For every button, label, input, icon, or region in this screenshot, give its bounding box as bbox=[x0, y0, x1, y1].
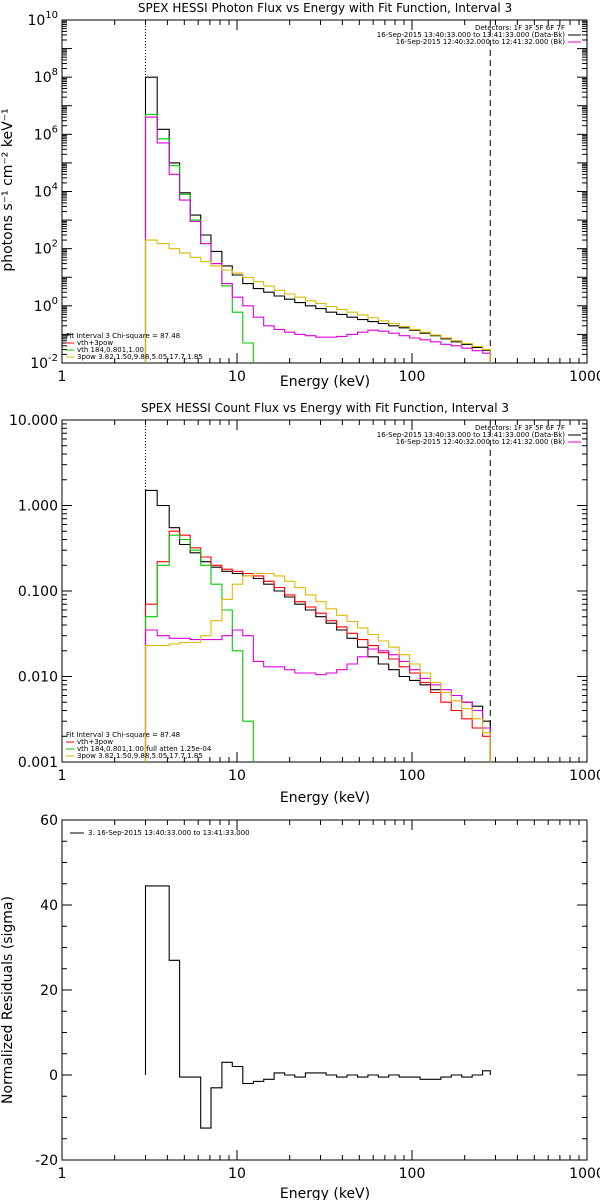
x-tick-label: 10 bbox=[228, 768, 246, 784]
legend-text: Fit Interval 3 Chi-square = 87.48 bbox=[66, 731, 180, 739]
series-line-2 bbox=[144, 116, 491, 363]
x-tick-label: 10 bbox=[228, 369, 246, 385]
y-tick-label: 0.001 bbox=[18, 755, 58, 771]
y-tick-label: 20 bbox=[40, 983, 58, 999]
legend-text: vth+3pow bbox=[77, 339, 113, 347]
photon-flux-panel: SPEX HESSI Photon Flux vs Energy with Fi… bbox=[0, 1, 600, 390]
panel-title: SPEX HESSI Count Flux vs Energy with Fit… bbox=[141, 401, 509, 415]
x-axis-label: Energy (keV) bbox=[280, 1186, 370, 1200]
legend-text: 16-Sep-2015 12:40:32.000 to 12:41:32.000… bbox=[396, 438, 566, 446]
y-axis-label: Normalized Residuals (sigma) bbox=[0, 896, 16, 1104]
x-axis-label: Energy (keV) bbox=[280, 374, 370, 390]
residuals-panel: Energy (keV) Normalized Residuals (sigma… bbox=[0, 813, 600, 1200]
series-line-0 bbox=[144, 885, 491, 1129]
y-tick-label: 40 bbox=[40, 898, 58, 914]
y-tick-label: 0.010 bbox=[18, 670, 58, 686]
series-line-4 bbox=[144, 572, 491, 762]
y-tick-label: 1.000 bbox=[18, 499, 58, 515]
x-tick-label: 100 bbox=[399, 369, 426, 385]
series-line-2 bbox=[144, 534, 254, 762]
series-line-0 bbox=[144, 489, 491, 762]
legend-text: 3pow 3.82,1.50,9.88,5.05,17.7,1.85 bbox=[77, 353, 203, 361]
panel-title: SPEX HESSI Photon Flux vs Energy with Fi… bbox=[138, 1, 512, 15]
series-group bbox=[144, 489, 491, 762]
x-tick-label: 1 bbox=[58, 1166, 67, 1182]
count-flux-panel: SPEX HESSI Count Flux vs Energy with Fit… bbox=[9, 401, 600, 806]
legend-text: Detectors: 1F 3F 5F 6F 7F bbox=[475, 24, 565, 32]
y-tick-label: 104 bbox=[34, 182, 58, 201]
series-group bbox=[144, 76, 491, 363]
legend-text: 3. 16-Sep-2015 13:40:33.000 to 13:41:33.… bbox=[88, 829, 250, 837]
plot-frame bbox=[61, 819, 588, 1161]
legend-text: 16-Sep-2015 13:40:33.000 to 13:41:33.000… bbox=[377, 431, 566, 439]
legend-text: 16-Sep-2015 12:40:32.000 to 12:41:32.000… bbox=[396, 38, 566, 46]
y-tick-label: -20 bbox=[35, 1153, 58, 1169]
x-tick-label: 10 bbox=[228, 1166, 246, 1182]
legend-text: vth+3pow bbox=[77, 738, 113, 746]
series-line-0 bbox=[144, 76, 491, 363]
legend-text: 16-Sep-2015 13:40:33.000 to 13:41:33.000… bbox=[377, 31, 566, 39]
x-tick-label: 1 bbox=[58, 768, 67, 784]
legend-text: Fit Interval 3 Chi-square = 87.48 bbox=[66, 332, 180, 340]
y-tick-label: 0.100 bbox=[18, 584, 58, 600]
y-tick-label: 60 bbox=[40, 813, 58, 829]
y-tick-label: 1010 bbox=[27, 10, 58, 29]
plot-frame bbox=[61, 19, 588, 364]
x-axis-label: Energy (keV) bbox=[280, 790, 370, 806]
y-tick-label: 100 bbox=[34, 296, 58, 315]
x-tick-label: 1 bbox=[58, 369, 67, 385]
series-line-3 bbox=[144, 239, 491, 363]
x-tick-label: 100 bbox=[399, 768, 426, 784]
legend-text: Detectors: 1F 3F 5F 6F 7F bbox=[475, 424, 565, 432]
y-tick-label: 0 bbox=[49, 1068, 58, 1084]
y-tick-label: 10.000 bbox=[9, 413, 58, 429]
legend-text: 3pow 3.82,1.50,9.88,5.05,17.7,1.85 bbox=[77, 752, 203, 760]
series-group bbox=[144, 885, 491, 1129]
y-tick-label: 106 bbox=[34, 124, 58, 143]
plot-frame bbox=[61, 419, 588, 763]
y-tick-label: 102 bbox=[34, 239, 58, 258]
y-axis-label: photons s⁻¹ cm⁻² keV⁻¹ bbox=[0, 108, 16, 271]
y-tick-label: 108 bbox=[34, 67, 58, 86]
x-tick-label: 100 bbox=[399, 1166, 426, 1182]
legend-text: vth 184,0.801,1.00 bbox=[77, 346, 144, 354]
legend-text: vth 184,0.801,1.00 full atten 1.25e-04 bbox=[77, 745, 212, 753]
series-line-1 bbox=[144, 530, 491, 762]
y-tick-label: 10-2 bbox=[30, 353, 58, 372]
